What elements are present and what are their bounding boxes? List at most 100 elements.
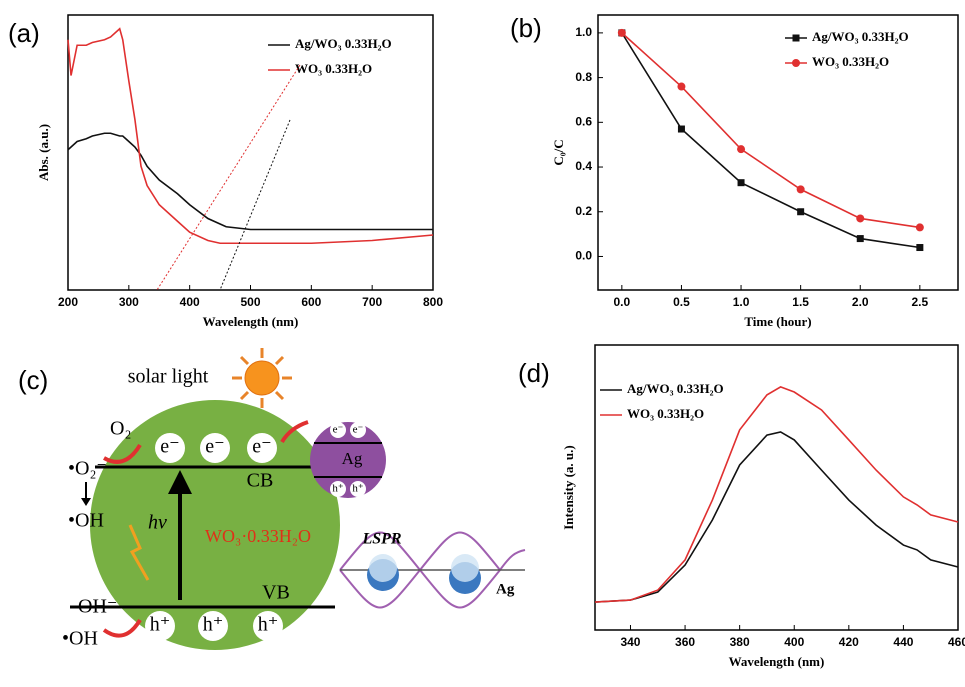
hole: h⁺ [203, 614, 224, 636]
red-arrow [102, 618, 142, 638]
o2-label: O₂ [110, 418, 131, 440]
vb-label: VB [262, 582, 290, 604]
marker [737, 145, 746, 154]
tangent [156, 64, 301, 291]
x-tick-label: 360 [675, 635, 695, 649]
x-tick-label: 400 [180, 295, 200, 309]
lspr-label: LSPR [361, 531, 401, 548]
hole: h⁺ [258, 614, 279, 636]
x-tick-label: 300 [119, 295, 139, 309]
wave [339, 531, 526, 609]
x-tick-label: 380 [730, 635, 750, 649]
legend-label: Ag/WO₃ 0.33H₂O [812, 29, 909, 44]
marker [737, 179, 745, 187]
oh-minus-label: OH⁻ [78, 596, 117, 618]
sun-core [244, 360, 280, 396]
y-tick-label: 0.2 [575, 204, 592, 218]
x-tick-label: 440 [893, 635, 913, 649]
electron: e⁻ [252, 436, 271, 458]
marker [677, 82, 686, 91]
legend-label: WO₃ 0.33H₂O [812, 54, 889, 69]
marker [916, 244, 924, 252]
y-axis-label: Intensity (a. u.) [561, 445, 576, 530]
tangent [219, 119, 291, 291]
x-tick-label: 200 [58, 295, 78, 309]
plot-frame [594, 344, 959, 631]
ag-particle-label: Ag [496, 581, 515, 597]
y-tick-label: 0.4 [575, 159, 592, 173]
legend-label: Ag/WO₃ 0.33H₂O [295, 36, 392, 51]
red-arrow [280, 420, 309, 444]
marker [796, 185, 805, 194]
catalyst-particle [90, 400, 340, 650]
plot-frame [67, 14, 434, 291]
panel-label: (d) [518, 358, 550, 388]
ag-inset [310, 422, 386, 498]
series-line [67, 27, 434, 245]
arrow-head [168, 470, 192, 494]
plot-frame [597, 14, 959, 291]
x-tick-label: 500 [240, 295, 260, 309]
y-tick-label: 1.0 [575, 25, 592, 39]
x-tick-label: 340 [620, 635, 640, 649]
x-tick-label: 1.5 [792, 295, 809, 309]
x-tick-label: 2.5 [912, 295, 929, 309]
photon-label: hν [148, 512, 167, 534]
electron: e⁻ [205, 436, 224, 458]
panel-label: (a) [8, 18, 40, 48]
holes: h⁺ h⁺ h⁺ [145, 611, 283, 641]
red-arrow [103, 443, 142, 464]
electrons: e⁻ e⁻ e⁻ [155, 433, 277, 463]
marker [677, 125, 685, 133]
series-line [594, 386, 959, 603]
catalyst-label: WO₃·0.33H₂O [205, 526, 311, 546]
y-tick-label: 0.8 [575, 70, 592, 84]
sun-label: solar light [128, 366, 209, 388]
series-line [67, 132, 433, 231]
x-axis-label: Time (hour) [744, 314, 811, 329]
series-line [594, 431, 959, 603]
cb-label: CB [247, 470, 274, 492]
panel-label: (b) [510, 13, 542, 43]
series-line [621, 32, 920, 249]
legend-label: WO₃ 0.33H₂O [295, 61, 372, 76]
y-tick-label: 0.6 [575, 114, 592, 128]
marker [617, 28, 626, 37]
x-tick-label: 460 [948, 635, 965, 649]
sun [232, 348, 292, 408]
x-tick-label: 420 [839, 635, 859, 649]
x-tick-label: 800 [423, 295, 443, 309]
electron: e⁻ [160, 436, 179, 458]
y-axis-label: C₀/C [551, 139, 566, 165]
ag-electron: e⁻ [353, 424, 364, 436]
marker [915, 223, 924, 232]
y-axis-label: Abs. (a.u.) [36, 124, 51, 181]
hydroxyl-label: •OH [68, 510, 104, 532]
x-tick-label: 2.0 [852, 295, 869, 309]
ag-electron: e⁻ [333, 424, 344, 436]
superoxide-label: •O₂⁻ [68, 458, 107, 480]
x-tick-label: 600 [301, 295, 321, 309]
x-tick-label: 0.5 [673, 295, 690, 309]
diagram: (c) solar light CB VB hν WO₃·0.33H₂O e⁻ … [18, 348, 526, 650]
marker [797, 208, 805, 216]
marker [856, 235, 864, 243]
hydroxyl-label: •OH [62, 628, 98, 650]
x-axis-label: Wavelength (nm) [203, 314, 299, 329]
x-axis-label: Wavelength (nm) [729, 654, 825, 669]
lightning [128, 524, 150, 581]
legend-label: WO₃ 0.33H₂O [627, 406, 704, 421]
legend-marker [792, 34, 800, 42]
legend-marker [792, 59, 800, 67]
ag-hole: h⁺ [332, 483, 344, 495]
x-tick-label: 700 [362, 295, 382, 309]
series-line [621, 32, 920, 229]
ag-hole: h⁺ [352, 483, 364, 495]
legend-label: Ag/WO₃ 0.33H₂O [627, 381, 724, 396]
x-tick-label: 400 [784, 635, 804, 649]
x-tick-label: 0.0 [613, 295, 630, 309]
hole: h⁺ [150, 614, 171, 636]
ag-label: Ag [342, 449, 363, 468]
